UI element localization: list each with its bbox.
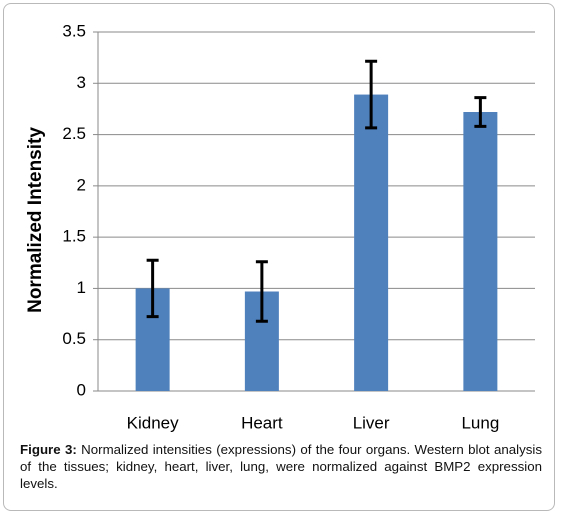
chart: Normalized Intensity 0 0.5 1 1.5 2 2.5 3 3.5 Kid… xyxy=(25,21,535,432)
y-tick-label: 2 xyxy=(77,175,86,194)
y-tick-label: 3.5 xyxy=(62,21,86,40)
bar xyxy=(463,112,498,392)
y-tick-label: 0 xyxy=(77,380,86,399)
caption-label: Figure 3: xyxy=(20,442,77,457)
x-tick-label: Liver xyxy=(353,413,390,432)
y-tick-label: 3 xyxy=(77,73,86,92)
bar xyxy=(354,94,389,391)
error-bar xyxy=(146,258,159,319)
y-tick-label: 1.5 xyxy=(62,227,86,246)
error-bar xyxy=(255,260,268,323)
error-bar xyxy=(365,59,378,130)
y-tick-label: 2.5 xyxy=(62,124,86,143)
caption: Figure 3: Normalized intensities (expres… xyxy=(20,441,542,492)
figure-frame xyxy=(3,3,555,511)
y-tick-label: 0.5 xyxy=(62,329,86,348)
caption-text: Normalized intensities (expressions) of … xyxy=(20,442,542,491)
x-tick-label: Kidney xyxy=(127,413,179,432)
y-tick-label: 1 xyxy=(77,278,86,297)
x-tick-label: Heart xyxy=(241,413,283,432)
y-axis-label: Normalized Intensity xyxy=(25,127,46,313)
x-tick-label: Lung xyxy=(461,413,499,432)
error-bar xyxy=(474,96,487,128)
